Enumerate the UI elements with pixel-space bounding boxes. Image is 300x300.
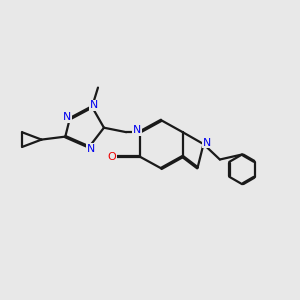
Text: N: N [87, 143, 96, 154]
Text: N: N [203, 138, 211, 148]
Text: N: N [90, 100, 98, 110]
Text: O: O [107, 152, 116, 161]
Text: N: N [63, 112, 71, 122]
Text: N: N [133, 125, 141, 135]
